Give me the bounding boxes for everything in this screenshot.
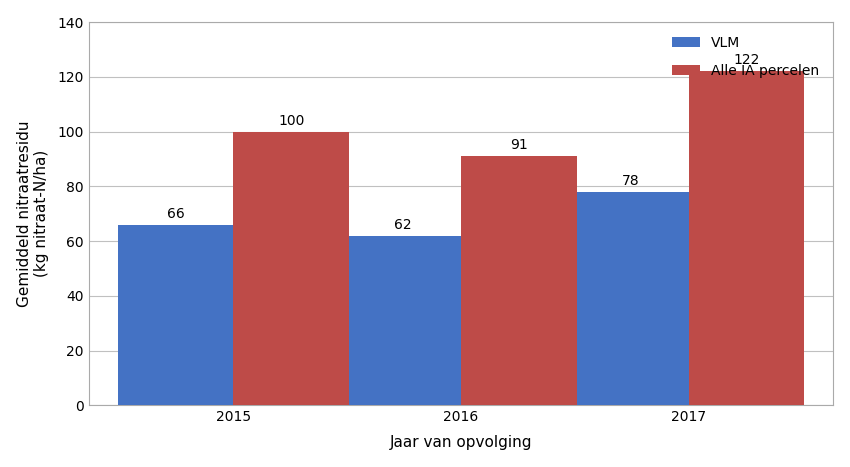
Text: 62: 62 <box>394 218 412 232</box>
Y-axis label: Gemiddeld nitraatresidu
(kg nitraat-N/ha): Gemiddeld nitraatresidu (kg nitraat-N/ha… <box>17 120 49 307</box>
Bar <box>234 132 349 405</box>
Text: 66: 66 <box>167 206 184 220</box>
Bar <box>117 225 234 405</box>
Bar <box>461 156 577 405</box>
X-axis label: Jaar van opvolging: Jaar van opvolging <box>390 435 532 450</box>
Text: 100: 100 <box>278 113 304 127</box>
Text: 78: 78 <box>622 174 639 188</box>
Text: 122: 122 <box>734 53 760 67</box>
Bar <box>573 192 689 405</box>
Text: 91: 91 <box>510 138 528 152</box>
Bar <box>345 236 461 405</box>
Bar <box>688 71 804 405</box>
Legend: VLM, Alle IA percelen: VLM, Alle IA percelen <box>666 29 826 85</box>
